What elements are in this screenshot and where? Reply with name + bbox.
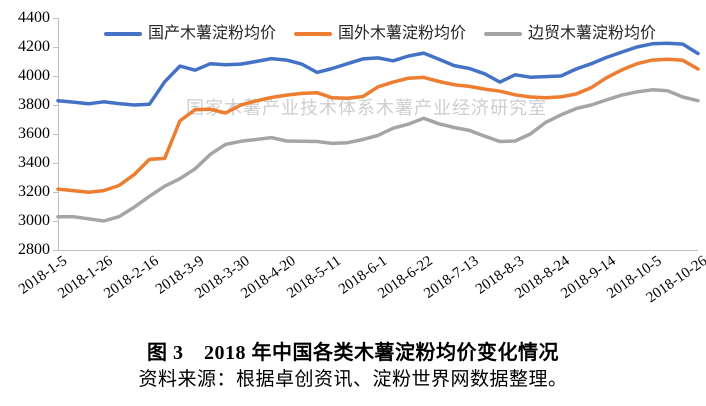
figure-caption: 图 3 2018 年中国各类木薯淀粉均价变化情况 bbox=[147, 342, 559, 364]
plot-area bbox=[53, 18, 700, 251]
chart-legend: 国产木薯淀粉均价 国外木薯淀粉均价 边贸木薯淀粉均价 bbox=[104, 26, 674, 42]
legend-line-domestic-icon bbox=[104, 32, 142, 36]
watermark: 国家木薯产业技术体系木薯产业经济研究室 bbox=[186, 98, 547, 118]
series-line-domestic bbox=[56, 41, 700, 107]
y-axis-label: 2800 bbox=[18, 241, 50, 258]
figure-source: 资料来源：根据卓创资讯、淀粉世界网数据整理。 bbox=[138, 369, 568, 390]
y-axis-label: 3800 bbox=[18, 96, 50, 113]
y-axis-label: 4200 bbox=[18, 38, 50, 55]
legend-label-foreign: 国外木薯淀粉均价 bbox=[338, 25, 467, 42]
legend-item-domestic: 国产木薯淀粉均价 bbox=[104, 26, 276, 42]
legend-item-foreign: 国外木薯淀粉均价 bbox=[294, 26, 466, 42]
y-axis-label: 3200 bbox=[18, 183, 50, 200]
series-line-foreign bbox=[56, 57, 700, 195]
y-axis-label: 3400 bbox=[18, 154, 50, 171]
y-axis-label: 3000 bbox=[18, 212, 50, 229]
legend-line-foreign-icon bbox=[294, 32, 333, 36]
legend-item-border-trade: 边贸木薯淀粉均价 bbox=[484, 26, 656, 42]
y-axis-label: 3600 bbox=[18, 125, 50, 142]
y-axis-label: 4000 bbox=[18, 67, 50, 84]
y-axis: 2800 3000 3200 3400 3600 3800 4000 4200 4400 bbox=[0, 0, 50, 260]
series-line-border-trade bbox=[56, 88, 700, 223]
y-axis-label: 4400 bbox=[18, 9, 50, 26]
price-chart: 国家木薯产业技术体系木薯产业经济研究室 2800 3000 3200 3400 3600… bbox=[0, 0, 706, 307]
legend-label-domestic: 国产木薯淀粉均价 bbox=[148, 25, 277, 42]
legend-line-border-trade-icon bbox=[484, 32, 523, 36]
legend-label-border-trade: 边贸木薯淀粉均价 bbox=[528, 25, 657, 42]
